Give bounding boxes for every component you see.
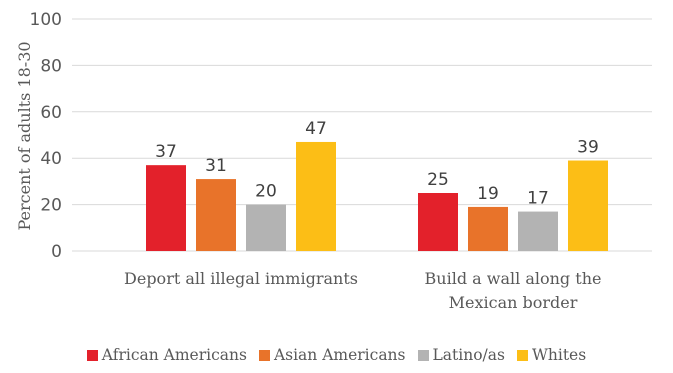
legend: African Americans Asian Americans Latino/a… — [0, 346, 673, 364]
legend-swatch — [258, 349, 270, 361]
y-tick-label: 80 — [40, 56, 62, 76]
legend-swatch — [516, 349, 528, 361]
data-label: 39 — [577, 138, 599, 158]
legend-swatch — [417, 349, 429, 361]
legend-item: Whites — [516, 346, 587, 364]
data-label: 47 — [305, 119, 327, 139]
legend-swatch — [86, 349, 98, 361]
data-label: 37 — [155, 142, 177, 162]
bar — [246, 204, 286, 251]
y-tick-label: 100 — [30, 10, 62, 30]
data-label: 31 — [205, 156, 227, 176]
data-label: 17 — [527, 189, 549, 209]
legend-item: Latino/as — [417, 346, 505, 364]
bar — [296, 141, 336, 251]
bar — [568, 160, 608, 251]
y-axis-label: Percent of adults 18-30 — [15, 41, 34, 230]
x-category-label: Build a wall along the — [425, 269, 602, 288]
legend-item: African Americans — [86, 346, 247, 364]
bar — [418, 193, 458, 251]
x-category-label: Mexican border — [449, 293, 578, 312]
y-axis-ticks: 0 20 40 60 80 100 — [30, 10, 62, 262]
x-axis-categories: Deport all illegal immigrants Build a wal… — [124, 269, 601, 312]
y-tick-label: 60 — [40, 103, 62, 123]
y-tick-label: 40 — [40, 149, 62, 169]
legend-label: Whites — [531, 346, 587, 364]
y-tick-label: 0 — [51, 242, 62, 262]
bar — [196, 179, 236, 251]
data-labels: 37 31 20 47 25 19 17 39 — [155, 119, 599, 209]
y-tick-label: 20 — [40, 196, 62, 216]
legend-label: Latino/as — [432, 346, 505, 364]
x-category-label: Deport all illegal immigrants — [124, 269, 358, 288]
legend-label: African Americans — [101, 346, 247, 364]
bars — [146, 141, 608, 251]
bar — [146, 165, 186, 251]
bar — [468, 206, 508, 251]
data-label: 20 — [255, 182, 277, 202]
bar — [518, 211, 558, 251]
data-label: 19 — [477, 184, 499, 204]
data-label: 25 — [427, 170, 449, 190]
legend-label: Asian Americans — [273, 346, 406, 364]
legend-item: Asian Americans — [258, 346, 406, 364]
